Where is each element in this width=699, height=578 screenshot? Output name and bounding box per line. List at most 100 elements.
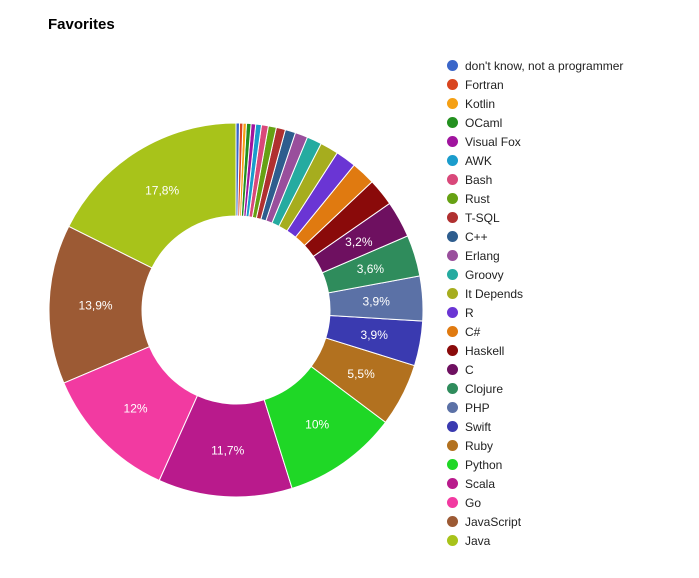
legend-item[interactable]: Erlang xyxy=(447,246,692,265)
legend-item[interactable]: Scala xyxy=(447,474,692,493)
legend-label: don't know, not a programmer xyxy=(465,58,624,73)
legend-item[interactable]: OCaml xyxy=(447,113,692,132)
slice-label-ruby: 5,5% xyxy=(347,367,375,381)
legend-swatch xyxy=(447,117,458,128)
slice-label-java: 17,8% xyxy=(145,183,179,197)
legend-item[interactable]: Go xyxy=(447,493,692,512)
legend-swatch xyxy=(447,231,458,242)
legend-swatch xyxy=(447,174,458,185)
legend-label: Scala xyxy=(465,476,496,491)
legend-item[interactable]: C++ xyxy=(447,227,692,246)
legend-item[interactable]: C xyxy=(447,360,692,379)
legend-swatch xyxy=(447,326,458,337)
legend-label: T-SQL xyxy=(465,210,500,225)
slice-it-depends xyxy=(278,142,338,232)
legend-label: OCaml xyxy=(465,115,503,130)
legend-item[interactable]: Visual Fox xyxy=(447,132,692,151)
slice-label-clojure: 3,6% xyxy=(357,262,385,276)
slice-label-swift: 3,9% xyxy=(361,328,389,342)
slice-php xyxy=(327,275,424,322)
legend-swatch xyxy=(447,459,458,470)
legend-item[interactable]: Haskell xyxy=(447,341,692,360)
legend-item[interactable]: R xyxy=(447,303,692,322)
legend-item[interactable]: Fortran xyxy=(447,75,692,94)
legend-label: JavaScript xyxy=(465,514,522,529)
legend-label: Kotlin xyxy=(465,96,496,111)
slice-scala xyxy=(158,395,293,498)
legend-swatch xyxy=(447,79,458,90)
legend-item[interactable]: don't know, not a programmer xyxy=(447,56,692,75)
legend-label: Python xyxy=(465,457,503,472)
legend-item[interactable]: Clojure xyxy=(447,379,692,398)
legend-swatch xyxy=(447,497,458,508)
legend-label: C++ xyxy=(465,229,488,244)
legend-swatch xyxy=(447,269,458,280)
legend-label: Bash xyxy=(465,172,493,187)
slice-r xyxy=(286,152,355,238)
legend-swatch xyxy=(447,478,458,489)
legend-label: Rust xyxy=(465,191,490,206)
slice-haskell xyxy=(303,181,391,258)
legend-item[interactable]: It Depends xyxy=(447,284,692,303)
slice-label-javascript: 13,9% xyxy=(79,299,113,313)
legend-label: R xyxy=(465,305,474,320)
legend-swatch xyxy=(447,250,458,261)
slice-groovy xyxy=(271,136,322,227)
slice-label-c: 3,2% xyxy=(345,235,373,249)
legend-swatch xyxy=(447,516,458,527)
legend-swatch xyxy=(447,440,458,451)
legend-label: Clojure xyxy=(465,381,504,396)
legend-item[interactable]: Ruby xyxy=(447,436,692,455)
legend: don't know, not a programmer Fortran Kotli… xyxy=(447,56,692,550)
legend-item[interactable]: C# xyxy=(447,322,692,341)
legend-label: C xyxy=(465,362,474,377)
slice-erlang xyxy=(265,132,309,224)
legend-item[interactable]: Swift xyxy=(447,417,692,436)
slice-ruby xyxy=(310,337,416,423)
legend-label: Fortran xyxy=(465,77,504,92)
legend-item[interactable]: Kotlin xyxy=(447,94,692,113)
legend-swatch xyxy=(447,364,458,375)
slice-label-python: 10% xyxy=(305,418,329,432)
legend-swatch xyxy=(447,402,458,413)
legend-label: Go xyxy=(465,495,482,510)
legend-label: Erlang xyxy=(465,248,500,263)
slice-javascript xyxy=(48,225,153,384)
legend-label: It Depends xyxy=(465,286,524,301)
legend-swatch xyxy=(447,345,458,356)
legend-swatch xyxy=(447,288,458,299)
legend-label: Visual Fox xyxy=(465,134,521,149)
legend-label: PHP xyxy=(465,400,490,415)
slice-swift xyxy=(325,315,424,367)
slice-clojure xyxy=(321,235,421,294)
legend-label: Ruby xyxy=(465,438,494,453)
slice-java xyxy=(68,122,237,269)
legend-label: Swift xyxy=(465,419,492,434)
legend-item[interactable]: Python xyxy=(447,455,692,474)
legend-item[interactable]: Bash xyxy=(447,170,692,189)
legend-swatch xyxy=(447,307,458,318)
legend-swatch xyxy=(447,421,458,432)
legend-item[interactable]: AWK xyxy=(447,151,692,170)
legend-swatch xyxy=(447,155,458,166)
legend-item[interactable]: Groovy xyxy=(447,265,692,284)
legend-swatch xyxy=(447,60,458,71)
legend-swatch xyxy=(447,212,458,223)
legend-item[interactable]: Rust xyxy=(447,189,692,208)
legend-item[interactable]: T-SQL xyxy=(447,208,692,227)
legend-item[interactable]: Java xyxy=(447,531,692,550)
legend-item[interactable]: PHP xyxy=(447,398,692,417)
slice-python xyxy=(263,365,387,490)
slice-go xyxy=(63,346,199,482)
slice-label-scala: 11,7% xyxy=(211,443,244,457)
legend-label: Groovy xyxy=(465,267,504,282)
slice-c- xyxy=(294,164,373,247)
legend-swatch xyxy=(447,193,458,204)
legend-swatch xyxy=(447,383,458,394)
legend-label: Haskell xyxy=(465,343,505,358)
legend-label: C# xyxy=(465,324,481,339)
legend-item[interactable]: JavaScript xyxy=(447,512,692,531)
legend-swatch xyxy=(447,98,458,109)
legend-swatch xyxy=(447,535,458,546)
